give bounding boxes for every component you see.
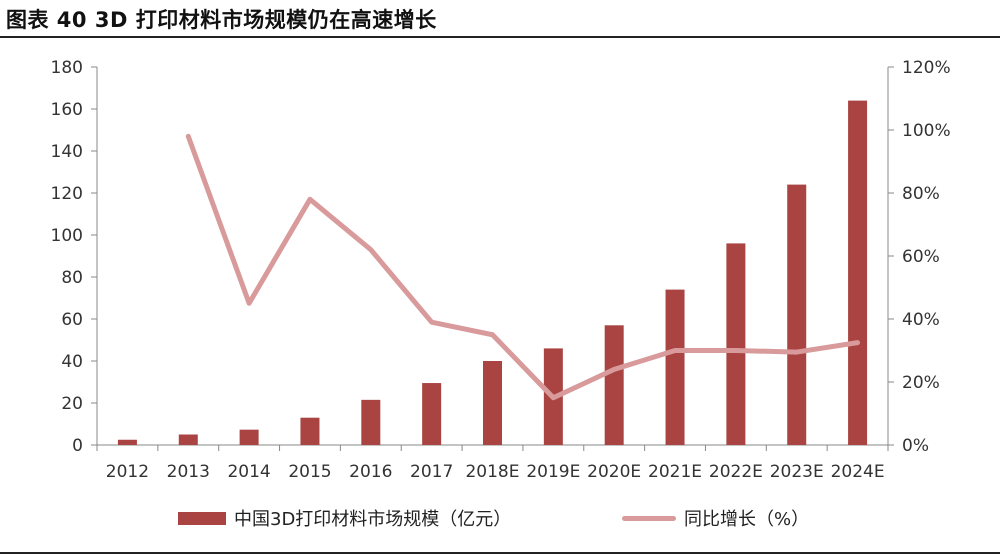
x-tick-label: 2013 bbox=[167, 462, 210, 482]
y-left-tick-label: 60 bbox=[61, 310, 83, 330]
bar-2018E bbox=[483, 361, 502, 445]
x-tick-label: 2014 bbox=[227, 462, 270, 482]
x-tick-label: 2017 bbox=[410, 462, 453, 482]
x-tick-label: 2016 bbox=[349, 462, 392, 482]
bar-2016 bbox=[361, 399, 381, 445]
bar-2013 bbox=[178, 434, 198, 445]
legend: 中国3D打印材料市场规模（亿元） 同比增长（%） bbox=[0, 505, 1000, 531]
x-tick-label: 2022E bbox=[709, 462, 763, 482]
y-left-tick-label: 0 bbox=[72, 436, 83, 456]
legend-bar-swatch bbox=[178, 511, 226, 525]
y-left-tick-label: 120 bbox=[51, 184, 83, 204]
x-tick-label: 2020E bbox=[587, 462, 641, 482]
y-right-tick-label: 120% bbox=[902, 58, 951, 78]
x-tick-label: 2023E bbox=[770, 462, 824, 482]
top-rule bbox=[0, 36, 1000, 38]
y-left-tick-label: 20 bbox=[61, 394, 83, 414]
x-tick-label: 2024E bbox=[831, 462, 885, 482]
x-tick-label: 2012 bbox=[106, 462, 149, 482]
x-tick-label: 2019E bbox=[526, 462, 580, 482]
y-right-tick-label: 20% bbox=[902, 373, 940, 393]
y-right-tick-label: 80% bbox=[902, 184, 940, 204]
y-right-tick-label: 100% bbox=[902, 121, 951, 141]
y-left-tick-label: 40 bbox=[61, 352, 83, 372]
bar-2017 bbox=[422, 383, 442, 445]
y-left-tick-label: 180 bbox=[51, 58, 83, 78]
y-right-tick-label: 60% bbox=[902, 247, 940, 267]
legend-line-swatch bbox=[622, 515, 676, 521]
y-left-tick-label: 80 bbox=[61, 268, 83, 288]
x-tick-label: 2015 bbox=[288, 462, 331, 482]
x-tick-label: 2018E bbox=[465, 462, 519, 482]
bar-2012 bbox=[117, 439, 137, 445]
bar-2022E bbox=[726, 243, 746, 445]
y-left-tick-label: 160 bbox=[51, 100, 83, 120]
growth-line bbox=[185, 133, 861, 401]
y-right-tick-label: 40% bbox=[902, 310, 940, 330]
bar-2015 bbox=[300, 417, 320, 445]
chart-title: 图表 40 3D 打印材料市场规模仍在高速增长 bbox=[6, 8, 437, 32]
bar-2021E bbox=[665, 289, 685, 445]
legend-line-label: 同比增长（%） bbox=[684, 509, 810, 530]
y-right-tick-label: 0% bbox=[902, 436, 929, 456]
y-left-tick-label: 140 bbox=[51, 142, 83, 162]
y-left-tick-label: 100 bbox=[51, 226, 83, 246]
bottom-rule bbox=[0, 552, 1000, 554]
bar-2024E bbox=[848, 100, 868, 445]
bar-2023E bbox=[787, 184, 807, 445]
bar-2020E bbox=[604, 325, 624, 445]
legend-bar-label: 中国3D打印材料市场规模（亿元） bbox=[234, 509, 512, 530]
x-tick-label: 2021E bbox=[648, 462, 702, 482]
legend-item-line: 同比增长（%） bbox=[622, 505, 809, 531]
legend-item-bar: 中国3D打印材料市场规模（亿元） bbox=[178, 505, 511, 531]
bar-2014 bbox=[239, 429, 259, 445]
